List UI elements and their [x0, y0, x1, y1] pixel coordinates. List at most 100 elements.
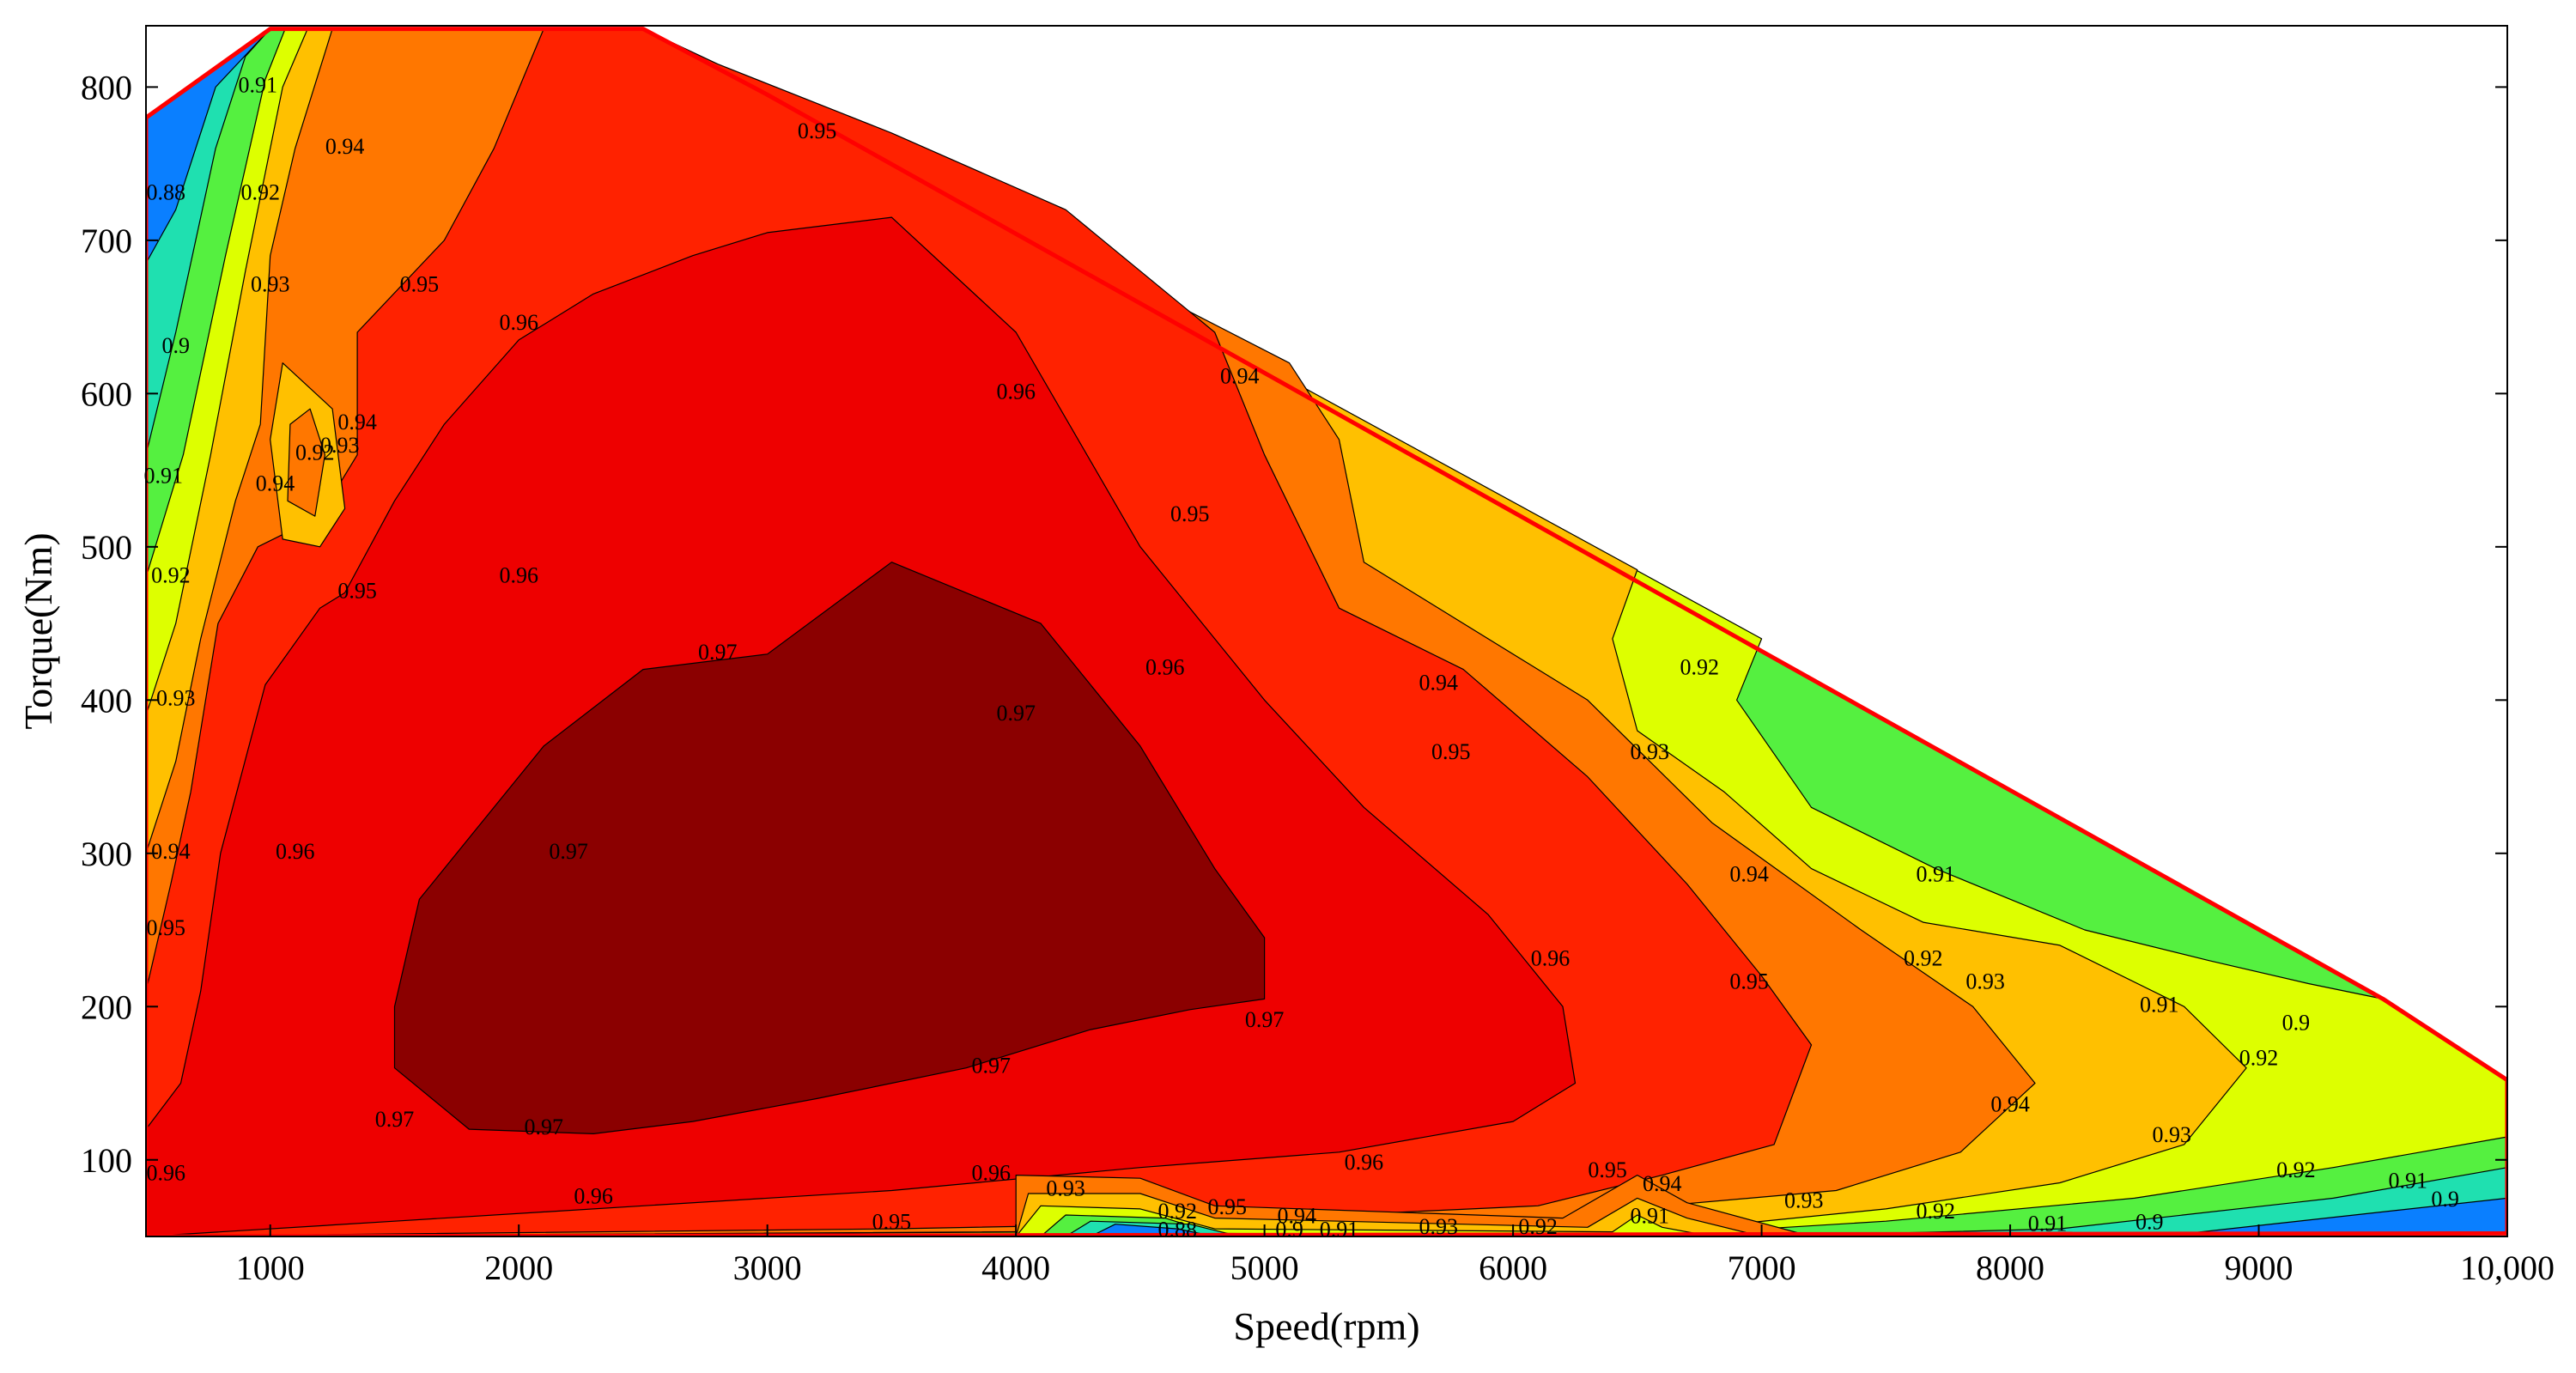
x-tick-label: 3000 [733, 1248, 802, 1287]
y-axis-label: Torque(Nm) [16, 532, 60, 729]
contour-label: 0.96 [1345, 1150, 1384, 1175]
contour-label: 0.92 [240, 179, 280, 204]
contour-label: 0.94 [325, 134, 365, 159]
contour-label: 0.97 [549, 839, 588, 864]
y-tick-label: 200 [81, 987, 132, 1026]
plot-frame [145, 25, 2508, 1237]
contour-label: 0.9 [161, 333, 190, 358]
contour-label: 0.9 [2431, 1187, 2459, 1212]
contour-label: 0.92 [2276, 1157, 2316, 1182]
contour-label: 0.94 [1220, 363, 1260, 388]
contour-label: 0.9 [2282, 1011, 2311, 1036]
contour-label: 0.92 [1916, 1199, 1955, 1224]
y-tick-label: 500 [81, 528, 132, 567]
contour-label: 0.93 [1419, 1214, 1459, 1239]
contour-labels: 0.880.90.910.920.930.940.950.960.910.920… [144, 72, 2459, 1242]
x-tick-label: 7000 [1728, 1248, 1796, 1287]
contour-label: 0.91 [2388, 1168, 2427, 1193]
contour-label: 0.96 [574, 1183, 613, 1208]
contour-label: 0.93 [2152, 1122, 2191, 1147]
x-axis-ticks: 1000 2000 3000 4000 5000 6000 7000 8000 9000 10,0… [236, 1224, 2555, 1287]
contour-label: 0.88 [146, 179, 185, 204]
contour-label: 0.97 [996, 701, 1036, 726]
contour-label: 0.93 [1784, 1188, 1824, 1213]
contour-label: 0.92 [1680, 655, 1719, 680]
contour-label: 0.9 [2136, 1210, 2164, 1235]
x-tick-label: 5000 [1230, 1248, 1299, 1287]
contour-region-0_97 [393, 562, 1266, 1135]
contour-regions [146, 27, 2507, 1236]
contour-label: 0.92 [1518, 1214, 1558, 1239]
contour-label: 0.97 [375, 1107, 415, 1132]
contour-label: 0.96 [499, 562, 538, 587]
contour-label: 0.95 [872, 1210, 912, 1235]
contour-label: 0.92 [151, 562, 191, 587]
contour-label: 0.95 [1170, 501, 1210, 526]
contour-label: 0.97 [971, 1054, 1011, 1078]
contour-label: 0.94 [1419, 670, 1459, 695]
contour-label: 0.91 [1320, 1218, 1359, 1242]
contour-label: 0.94 [256, 471, 295, 495]
contour-label: 0.91 [239, 72, 278, 97]
contour-label: 0.96 [146, 1161, 185, 1186]
contour-region-0_94 [287, 408, 325, 517]
x-axis-label: Speed(rpm) [1233, 1304, 1419, 1348]
contour-label: 0.94 [151, 839, 191, 864]
contour-label: 0.97 [698, 640, 738, 665]
contour-label: 0.94 [1729, 862, 1769, 887]
contour-label: 0.96 [1145, 655, 1185, 680]
contour-label: 0.95 [400, 271, 440, 296]
contour-label: 0.96 [499, 310, 538, 335]
contour-label: 0.96 [276, 839, 315, 864]
contour-label: 0.91 [2140, 992, 2179, 1017]
x-tick-label: 6000 [1479, 1248, 1547, 1287]
contour-label: 0.96 [996, 379, 1036, 404]
contour-label: 0.91 [1631, 1204, 1670, 1229]
contour-label: 0.96 [971, 1161, 1011, 1186]
contour-label: 0.93 [320, 433, 360, 458]
y-tick-label: 100 [81, 1141, 132, 1180]
x-tick-label: 9000 [2225, 1248, 2293, 1287]
y-tick-label: 300 [81, 835, 132, 873]
contour-label: 0.92 [1158, 1199, 1198, 1224]
contour-label: 0.94 [1278, 1204, 1317, 1229]
contour-label: 0.94 [1990, 1091, 2030, 1116]
x-tick-label: 2000 [484, 1248, 553, 1287]
contour-label: 0.91 [144, 463, 184, 488]
contour-label: 0.97 [524, 1115, 563, 1139]
x-tick-label: 8000 [1976, 1248, 2044, 1287]
x-tick-label: 10,000 [2460, 1248, 2555, 1287]
contour-label: 0.96 [1531, 946, 1571, 971]
contour-label: 0.95 [1207, 1194, 1247, 1219]
contour-label: 0.95 [1431, 739, 1471, 764]
contour-label: 0.95 [1729, 969, 1769, 993]
contour-label: 0.95 [798, 118, 837, 143]
contour-label: 0.9 [1275, 1218, 1303, 1242]
contour-label: 0.95 [337, 578, 377, 603]
y-tick-label: 700 [81, 222, 132, 260]
contour-label: 0.93 [1046, 1176, 1085, 1200]
contour-label: 0.94 [1643, 1171, 1682, 1196]
contour-label: 0.93 [1965, 969, 2005, 993]
contour-label: 0.95 [146, 915, 185, 940]
max-torque-envelope [146, 27, 2507, 1236]
contour-label: 0.91 [1916, 862, 1955, 887]
y-tick-label: 600 [81, 374, 132, 413]
contour-label: 0.93 [1631, 739, 1670, 764]
y-tick-label: 800 [81, 68, 132, 106]
contour-label: 0.92 [1904, 946, 1943, 971]
contour-label: 0.93 [156, 685, 196, 710]
contour-label: 0.93 [251, 271, 290, 296]
y-axis-ticks: 100 200 300 400 500 600 700 800 [81, 68, 2507, 1180]
contour-label: 0.91 [2028, 1211, 2068, 1236]
contour-label: 0.94 [337, 410, 377, 434]
x-tick-label: 1000 [236, 1248, 305, 1287]
contour-label: 0.88 [1158, 1218, 1198, 1242]
contour-label: 0.92 [2239, 1046, 2279, 1071]
contour-label: 0.95 [1588, 1157, 1627, 1182]
max-torque-boundary-line [146, 27, 2507, 1236]
contour-label: 0.97 [1245, 1007, 1285, 1032]
x-tick-label: 4000 [981, 1248, 1050, 1287]
